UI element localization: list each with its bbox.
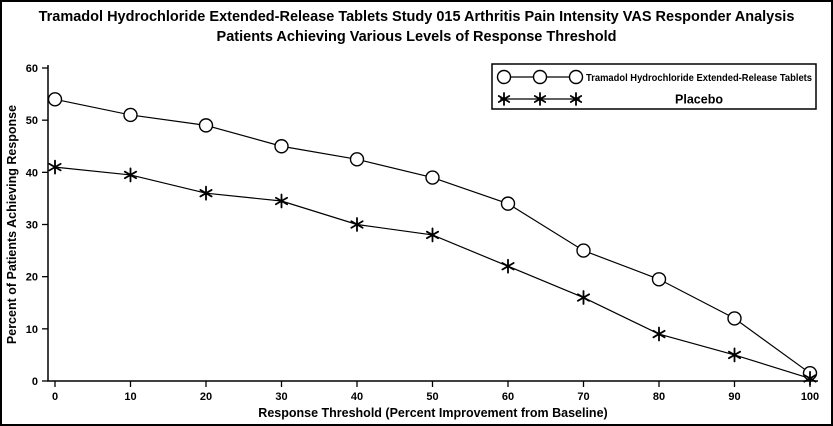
x-tick-label: 50 xyxy=(426,391,438,403)
star-marker xyxy=(533,92,547,106)
x-tick-label: 0 xyxy=(52,391,58,403)
legend-box xyxy=(491,63,817,110)
circle-marker xyxy=(576,243,591,258)
chart-title: Tramadol Hydrochloride Extended-Release … xyxy=(38,9,795,25)
y-tick-label: 50 xyxy=(26,115,38,127)
star-marker xyxy=(123,167,138,183)
x-tick-label: 20 xyxy=(200,391,212,403)
star-marker xyxy=(803,370,817,386)
x-tick-label: 100 xyxy=(801,391,819,403)
x-tick-label: 40 xyxy=(351,391,363,403)
circle-marker xyxy=(425,170,440,185)
circle-marker xyxy=(532,69,548,85)
chart-subtitle: Patients Achieving Various Levels of Res… xyxy=(216,29,617,45)
y-tick-label: 40 xyxy=(26,167,38,179)
y-tick-label: 20 xyxy=(26,272,38,284)
x-tick-label: 30 xyxy=(275,391,287,403)
circle-marker xyxy=(123,107,138,123)
circle-marker xyxy=(274,139,289,154)
star-marker xyxy=(576,290,591,305)
y-axis-label: Percent of Patients Achieving Response xyxy=(5,105,19,344)
circle-marker xyxy=(496,69,512,85)
x-tick-label: 90 xyxy=(728,391,740,403)
axes xyxy=(47,65,818,382)
circle-marker xyxy=(198,118,214,133)
y-tick-label: 10 xyxy=(26,324,38,336)
y-tick-label: 0 xyxy=(32,376,38,388)
chart-canvas: 0 10 20 30 40 50 60 0 10 20 30 40 50 60 70 80 90 100 Respo… xyxy=(5,63,819,420)
y-tick-label: 60 xyxy=(26,63,38,75)
star-marker xyxy=(727,347,742,363)
x-tick-label: 10 xyxy=(124,391,136,403)
x-tick-label: 70 xyxy=(577,391,589,403)
circle-marker xyxy=(568,69,584,85)
star-marker xyxy=(425,227,440,243)
circle-marker xyxy=(651,272,667,287)
x-tick-label: 80 xyxy=(653,391,665,403)
y-tick-label: 30 xyxy=(26,220,38,232)
chart-title-block: Tramadol Hydrochloride Extended-Release … xyxy=(2,2,831,53)
circle-marker xyxy=(47,92,63,107)
series-line-1 xyxy=(54,166,811,379)
circle-marker xyxy=(727,311,742,326)
star-marker xyxy=(652,326,666,342)
star-marker xyxy=(569,92,583,106)
circle-marker xyxy=(500,196,516,211)
star-marker xyxy=(274,193,289,209)
x-tick-label: 60 xyxy=(502,391,514,403)
legend-label-tramadol: Tramadol Hydrochloride Extended-Release … xyxy=(586,72,812,84)
legend-label-placebo: Placebo xyxy=(675,93,723,107)
star-marker xyxy=(497,92,511,106)
star-marker xyxy=(48,159,62,175)
x-axis-label: Response Threshold (Percent Improvement … xyxy=(258,406,607,420)
circle-marker xyxy=(349,152,365,167)
star-marker xyxy=(199,185,213,201)
star-marker xyxy=(501,258,515,274)
star-marker xyxy=(350,217,364,232)
